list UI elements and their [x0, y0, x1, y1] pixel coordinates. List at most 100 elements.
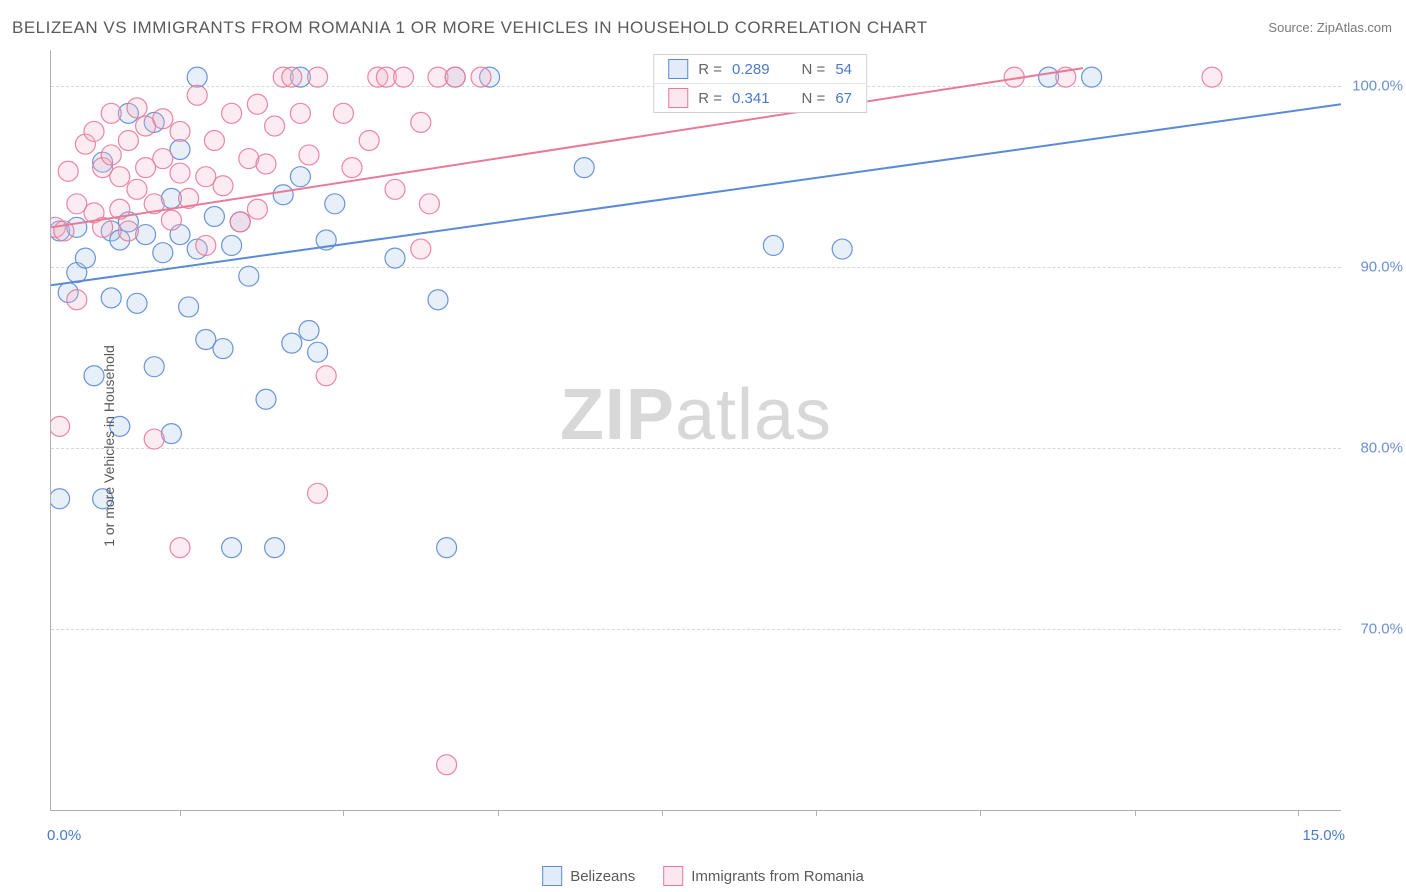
legend-item: Belizeans — [542, 866, 635, 886]
scatter-point — [437, 755, 457, 775]
scatter-point — [437, 538, 457, 558]
scatter-point — [153, 243, 173, 263]
scatter-point — [299, 145, 319, 165]
scatter-point — [101, 288, 121, 308]
x-min-label: 0.0% — [47, 827, 81, 844]
scatter-point — [385, 248, 405, 268]
scatter-point — [342, 158, 362, 178]
scatter-point — [204, 206, 224, 226]
source-label: Source: ZipAtlas.com — [1268, 20, 1392, 35]
legend-swatch — [542, 866, 562, 886]
y-axis-label: 1 or more Vehicles in Household — [101, 345, 117, 547]
scatter-point — [419, 194, 439, 214]
r-label: R = — [698, 61, 722, 78]
legend-item: Immigrants from Romania — [663, 866, 864, 886]
legend-swatch — [663, 866, 683, 886]
scatter-point — [118, 130, 138, 150]
scatter-point — [265, 538, 285, 558]
stats-swatch — [668, 59, 688, 79]
scatter-point — [239, 266, 259, 286]
legend: Belizeans Immigrants from Romania — [542, 866, 864, 886]
y-tick-label: 90.0% — [1360, 259, 1403, 276]
y-tick-label: 100.0% — [1352, 78, 1403, 95]
chart-title: BELIZEAN VS IMMIGRANTS FROM ROMANIA 1 OR… — [12, 18, 928, 38]
scatter-point — [247, 94, 267, 114]
x-tick — [1135, 810, 1136, 816]
scatter-point — [136, 225, 156, 245]
scatter-point — [127, 179, 147, 199]
scatter-point — [1082, 67, 1102, 87]
scatter-point — [333, 103, 353, 123]
scatter-point — [230, 212, 250, 232]
scatter-point — [110, 167, 130, 187]
scatter-point — [187, 67, 207, 87]
scatter-point — [256, 389, 276, 409]
n-label: N = — [802, 90, 826, 107]
stats-box: R =0.289N =54R =0.341N =67 — [653, 54, 867, 113]
scatter-point — [256, 154, 276, 174]
scatter-point — [170, 121, 190, 141]
chart-container: BELIZEAN VS IMMIGRANTS FROM ROMANIA 1 OR… — [0, 0, 1406, 892]
scatter-point — [763, 235, 783, 255]
scatter-point — [385, 179, 405, 199]
scatter-point — [67, 290, 87, 310]
x-tick — [180, 810, 181, 816]
scatter-point — [445, 67, 465, 87]
scatter-point — [213, 176, 233, 196]
r-value: 0.341 — [732, 90, 770, 107]
scatter-point — [325, 194, 345, 214]
scatter-point — [58, 161, 78, 181]
scatter-point — [282, 67, 302, 87]
scatter-point — [144, 429, 164, 449]
scatter-point — [101, 145, 121, 165]
scatter-point — [411, 239, 431, 259]
scatter-point — [153, 149, 173, 169]
x-tick — [980, 810, 981, 816]
legend-label: Immigrants from Romania — [691, 868, 864, 885]
scatter-point — [187, 85, 207, 105]
scatter-point — [308, 483, 328, 503]
r-label: R = — [698, 90, 722, 107]
regression-line — [51, 104, 1341, 285]
scatter-point — [411, 112, 431, 132]
y-tick-label: 80.0% — [1360, 440, 1403, 457]
scatter-point — [51, 416, 70, 436]
scatter-point — [290, 103, 310, 123]
scatter-point — [428, 290, 448, 310]
stats-swatch — [668, 88, 688, 108]
scatter-point — [75, 248, 95, 268]
scatter-point — [153, 109, 173, 129]
scatter-point — [316, 366, 336, 386]
scatter-point — [299, 320, 319, 340]
scatter-point — [282, 333, 302, 353]
scatter-point — [213, 339, 233, 359]
scatter-point — [265, 116, 285, 136]
scatter-point — [222, 103, 242, 123]
plot-area: ZIPatlas R =0.289N =54R =0.341N =67 70.0… — [50, 50, 1341, 811]
scatter-point — [51, 489, 70, 509]
scatter-svg — [51, 50, 1341, 810]
scatter-point — [222, 235, 242, 255]
scatter-point — [247, 199, 267, 219]
scatter-point — [127, 98, 147, 118]
scatter-point — [359, 130, 379, 150]
scatter-point — [832, 239, 852, 259]
x-tick — [343, 810, 344, 816]
x-tick — [1298, 810, 1299, 816]
scatter-point — [196, 235, 216, 255]
scatter-point — [308, 342, 328, 362]
n-value: 54 — [835, 61, 852, 78]
scatter-point — [471, 67, 491, 87]
scatter-point — [574, 158, 594, 178]
scatter-point — [308, 67, 328, 87]
r-value: 0.289 — [732, 61, 770, 78]
stats-row: R =0.341N =67 — [654, 83, 866, 112]
scatter-point — [273, 185, 293, 205]
x-tick — [498, 810, 499, 816]
y-tick-label: 70.0% — [1360, 621, 1403, 638]
scatter-point — [144, 357, 164, 377]
scatter-point — [170, 163, 190, 183]
scatter-point — [394, 67, 414, 87]
legend-label: Belizeans — [570, 868, 635, 885]
scatter-point — [290, 167, 310, 187]
